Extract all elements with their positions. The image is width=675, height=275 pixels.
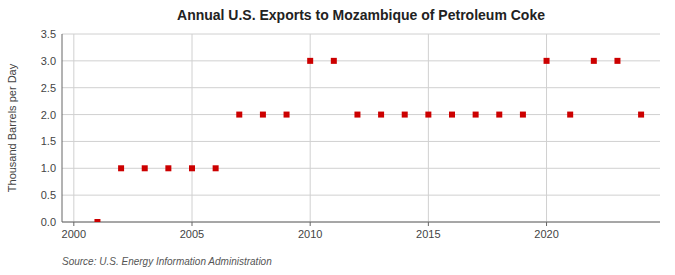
point xyxy=(378,112,384,118)
point xyxy=(354,112,360,118)
point xyxy=(567,112,573,118)
point xyxy=(638,112,644,118)
x-tick xyxy=(428,222,429,226)
point xyxy=(165,165,171,171)
y-grid-line xyxy=(62,195,660,196)
x-tick-label: 2010 xyxy=(298,228,322,240)
y-tick-label: 0.0 xyxy=(41,216,56,228)
point xyxy=(520,112,526,118)
y-tick-label: 2.0 xyxy=(41,109,56,121)
y-axis-label: Thousand Barrels per Day xyxy=(6,63,18,192)
x-tick-label: 2020 xyxy=(534,228,558,240)
point xyxy=(142,165,148,171)
point xyxy=(614,58,620,64)
chart: Annual U.S. Exports to Mozambique of Pet… xyxy=(0,0,675,275)
y-grid-line xyxy=(62,60,660,61)
point xyxy=(544,58,550,64)
x-grid-line xyxy=(192,34,193,222)
point xyxy=(260,112,266,118)
x-tick xyxy=(310,222,311,226)
y-grid-line xyxy=(62,34,660,35)
point xyxy=(331,58,337,64)
y-tick-label: 3.0 xyxy=(41,55,56,67)
point xyxy=(118,165,124,171)
x-tick xyxy=(192,222,193,226)
y-tick-label: 1.0 xyxy=(41,162,56,174)
y-tick-label: 1.5 xyxy=(41,135,56,147)
y-grid-line xyxy=(62,87,660,88)
point xyxy=(94,219,100,222)
y-grid-line xyxy=(62,141,660,142)
y-tick-label: 0.5 xyxy=(41,189,56,201)
y-axis-line xyxy=(62,34,63,222)
grid xyxy=(62,34,660,222)
x-tick xyxy=(546,222,547,226)
x-axis-line xyxy=(62,222,660,223)
x-tick xyxy=(73,222,74,226)
x-grid-line xyxy=(73,34,74,222)
point xyxy=(236,112,242,118)
y-tick-label: 2.5 xyxy=(41,82,56,94)
x-tick-label: 2000 xyxy=(62,228,86,240)
points xyxy=(94,58,644,222)
point xyxy=(402,112,408,118)
point xyxy=(591,58,597,64)
y-grid-line xyxy=(62,222,660,223)
x-grid-line xyxy=(428,34,429,222)
axes: 0.0 0.5 1.0 1.5 2.0 2.5 3.0 3.5 2000 2005 2010 2015… xyxy=(41,28,660,240)
title: Annual U.S. Exports to Mozambique of Pet… xyxy=(177,7,545,23)
point xyxy=(213,165,219,171)
x-tick-label: 2015 xyxy=(416,228,440,240)
point xyxy=(189,165,195,171)
point xyxy=(284,112,290,118)
point xyxy=(473,112,479,118)
point xyxy=(307,58,313,64)
y-grid-line xyxy=(62,168,660,169)
point xyxy=(496,112,502,118)
y-tick-label: 3.5 xyxy=(41,28,56,40)
x-tick-label: 2005 xyxy=(180,228,204,240)
point xyxy=(449,112,455,118)
source: Source: U.S. Energy Information Administ… xyxy=(62,256,272,267)
point xyxy=(425,112,431,118)
